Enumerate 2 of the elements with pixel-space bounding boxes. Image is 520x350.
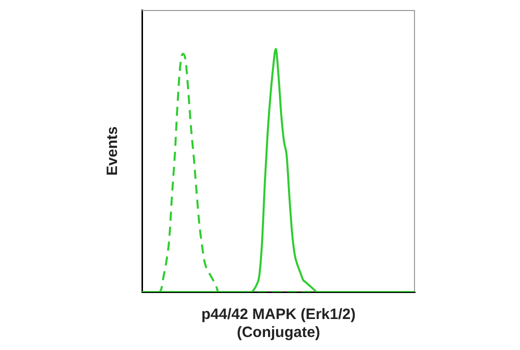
y-axis-title: Events [104,126,122,176]
x-axis-title: p44/42 MAPK (Erk1/2) (Conjugate) [201,306,356,342]
